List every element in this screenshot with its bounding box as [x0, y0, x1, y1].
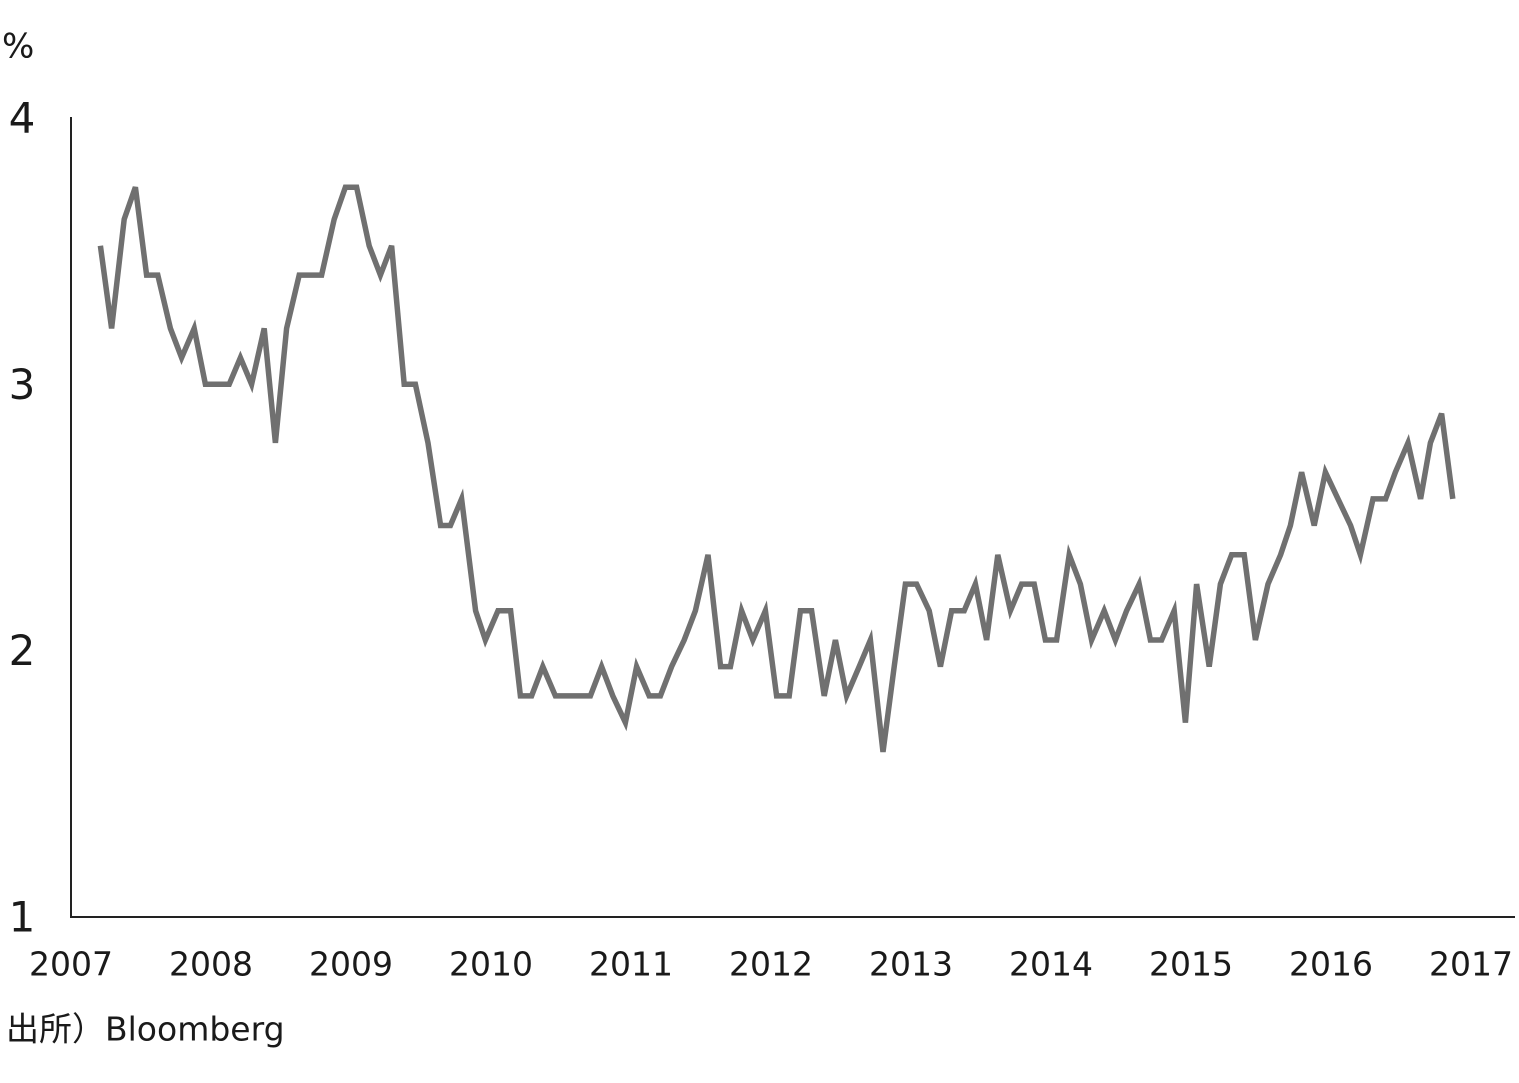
y-tick-label: 1: [9, 893, 36, 942]
y-tick-label: 3: [9, 360, 36, 409]
y-tick-label: 4: [9, 94, 36, 143]
x-tick-label: 2014: [1009, 945, 1093, 984]
x-tick-label: 2010: [449, 945, 533, 984]
x-tick-label: 2008: [169, 945, 253, 984]
x-tick-label: 2016: [1289, 945, 1373, 984]
y-unit: %: [2, 27, 34, 67]
x-tick-label: 2007: [29, 945, 113, 984]
x-tick-label: 2011: [589, 945, 673, 984]
source: 出所）Bloomberg: [6, 1010, 285, 1049]
line-series: [97, 184, 1456, 753]
x-tick-label: 2015: [1149, 945, 1233, 984]
x-tick-label: 2017: [1429, 945, 1513, 984]
x-tick-label: 2009: [309, 945, 393, 984]
y-tick-label: 2: [9, 626, 36, 675]
x-tick-label: 2013: [869, 945, 953, 984]
x-tick-label: 2012: [729, 945, 813, 984]
